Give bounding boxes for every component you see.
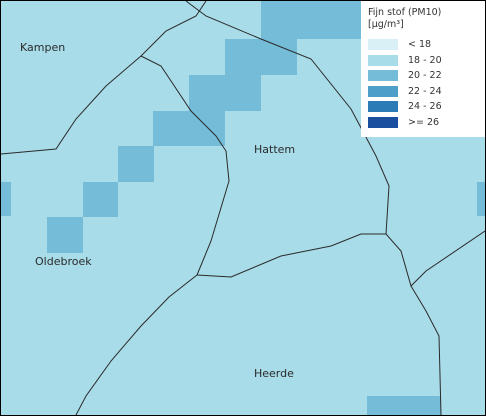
- legend-label: >= 26: [408, 116, 440, 128]
- pm10-cell: [225, 39, 297, 75]
- legend: Fijn stof (PM10) [µg/m³] < 18 18 - 20 20…: [361, 1, 485, 137]
- legend-item: >= 26: [368, 115, 479, 131]
- legend-label: 18 - 20: [408, 54, 442, 66]
- pm10-cell: [261, 1, 361, 39]
- boundary-kampen-south: [1, 1, 207, 155]
- legend-label: 20 - 22: [408, 70, 442, 82]
- legend-swatch: [368, 54, 398, 66]
- legend-item: 24 - 26: [368, 99, 479, 115]
- legend-swatch: [368, 39, 398, 51]
- legend-label: 22 - 24: [408, 85, 442, 97]
- legend-swatch: [368, 70, 398, 82]
- legend-item: 22 - 24: [368, 84, 479, 100]
- legend-item: < 18: [368, 37, 479, 53]
- boundary-west-hattem: [140, 55, 230, 276]
- pm10-cell: [83, 182, 118, 217]
- boundary-heerde-north: [196, 230, 485, 287]
- place-label-hattem: Hattem: [254, 143, 296, 156]
- pm10-cell: [477, 182, 485, 216]
- pm10-cell: [367, 396, 441, 415]
- place-label-heerde: Heerde: [254, 367, 294, 380]
- place-label-oldebroek: Oldebroek: [35, 255, 92, 268]
- pm10-cell: [1, 182, 11, 216]
- legend-label: 24 - 26: [408, 101, 442, 113]
- place-label-kampen: Kampen: [20, 41, 66, 54]
- pm10-cell: [47, 217, 83, 253]
- legend-title-line2: [µg/m³]: [368, 19, 404, 30]
- legend-item: 20 - 22: [368, 68, 479, 84]
- legend-items: < 18 18 - 20 20 - 22 22 - 24 24 - 26 >= …: [368, 37, 479, 130]
- legend-swatch: [368, 85, 398, 97]
- pm10-cell: [118, 146, 154, 182]
- legend-title: Fijn stof (PM10) [µg/m³]: [368, 7, 479, 31]
- pm10-cell: [189, 75, 261, 111]
- boundary-north-top: [185, 1, 390, 235]
- legend-swatch: [368, 116, 398, 128]
- pm10-cell: [153, 111, 225, 146]
- legend-swatch: [368, 101, 398, 113]
- legend-title-line1: Fijn stof (PM10): [368, 7, 442, 18]
- legend-label: < 18: [408, 39, 432, 51]
- legend-item: 18 - 20: [368, 53, 479, 69]
- boundary-heerde-east: [410, 285, 442, 415]
- boundary-heerde-west: [75, 274, 198, 415]
